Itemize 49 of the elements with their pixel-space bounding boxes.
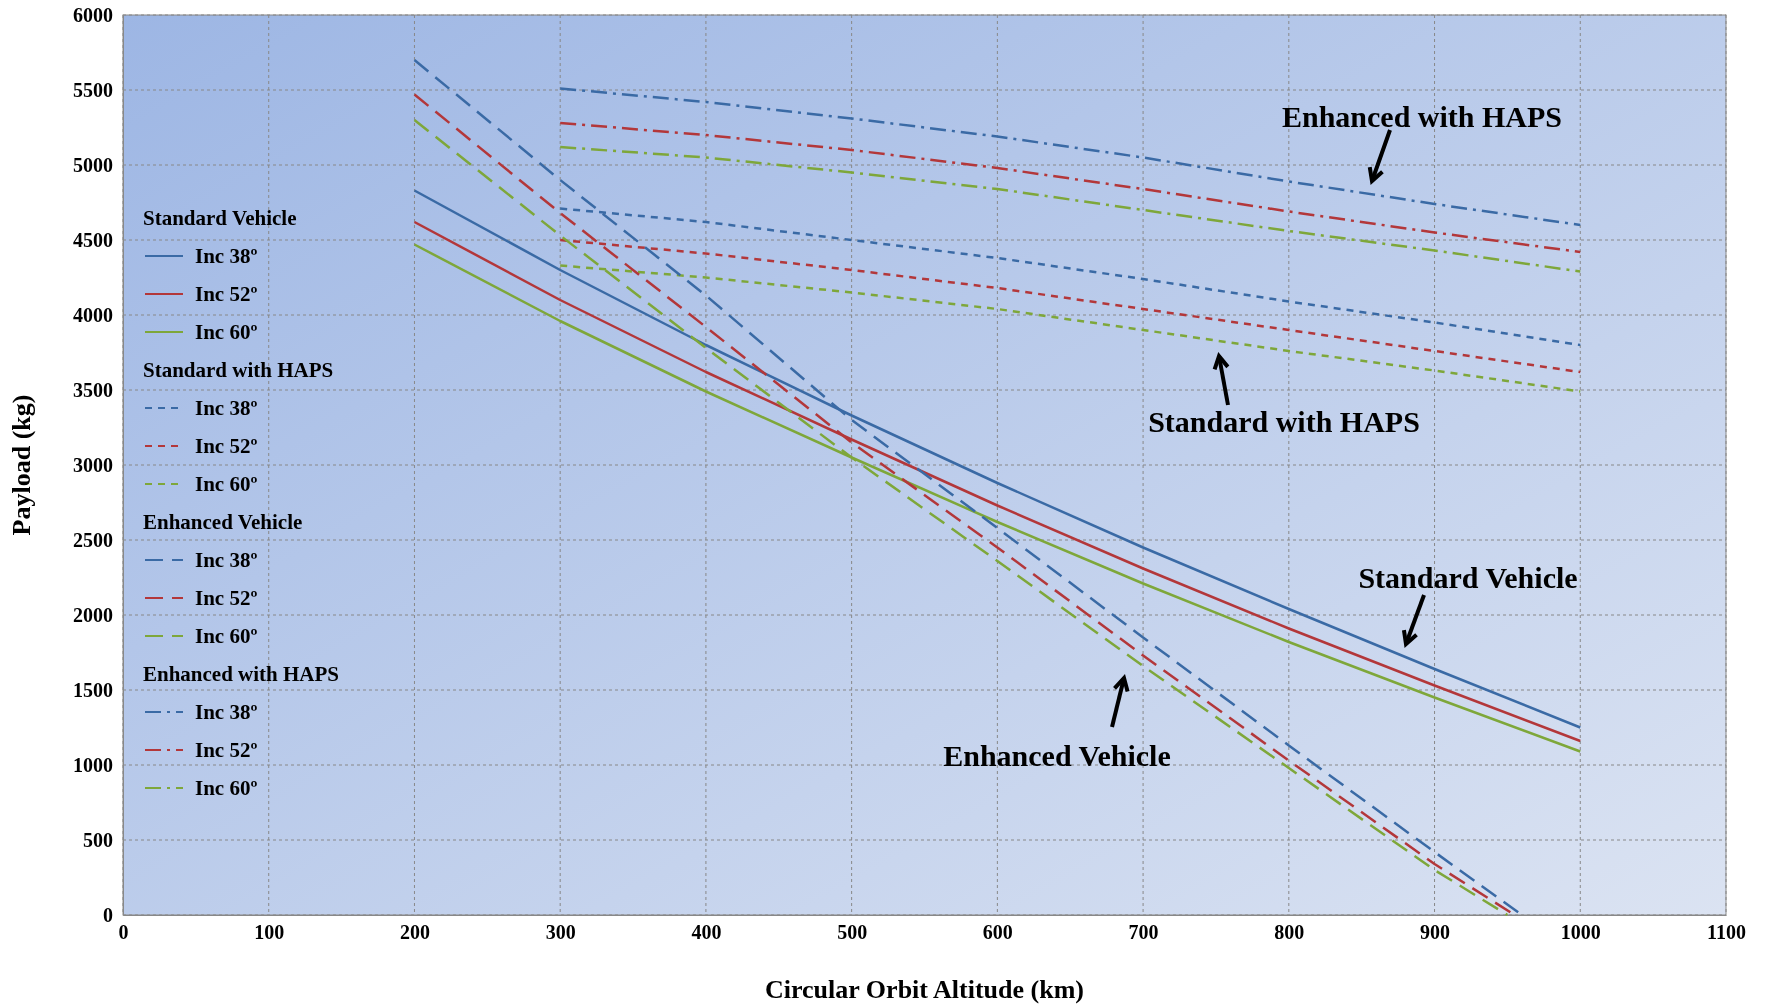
legend-label: Inc 60º xyxy=(195,776,258,800)
x-tick-label: 600 xyxy=(982,921,1013,944)
legend-label: Inc 52º xyxy=(195,282,258,306)
y-tick-label: 6000 xyxy=(73,3,113,26)
legend-label: Inc 60º xyxy=(195,320,258,344)
legend-label: Inc 38º xyxy=(195,396,258,420)
line-series xyxy=(558,145,1582,273)
x-tick-label: 0 xyxy=(118,921,129,944)
x-axis-title: Circular Orbit Altitude (km) xyxy=(765,975,1084,1004)
x-tick-label: 900 xyxy=(1420,921,1451,944)
y-tick-label: 1000 xyxy=(73,753,113,776)
y-tick-label: 500 xyxy=(83,828,113,851)
annotation: Standard Vehicle xyxy=(143,206,297,230)
annotation: Enhanced Vehicle xyxy=(143,510,303,534)
y-tick-label: 4500 xyxy=(73,228,113,251)
legend-label: Inc 60º xyxy=(195,624,258,648)
y-tick-label: 3000 xyxy=(73,453,113,476)
x-tick-label: 700 xyxy=(1128,921,1159,944)
y-tick-label: 5500 xyxy=(73,78,113,101)
annotation: Enhanced with HAPS xyxy=(1281,100,1563,133)
legend-label: Inc 52º xyxy=(195,586,258,610)
y-tick-label: 0 xyxy=(103,903,113,926)
legend-label: Inc 52º xyxy=(195,738,258,762)
legend-label: Inc 38º xyxy=(195,548,258,572)
legend-label: Inc 38º xyxy=(195,700,258,724)
line-series xyxy=(558,87,1582,227)
x-tick-label: 500 xyxy=(837,921,868,944)
y-tick-label: 4000 xyxy=(73,303,113,326)
y-tick-label: 5000 xyxy=(73,153,113,176)
x-tick-label: 400 xyxy=(691,921,722,944)
x-tick-label: 300 xyxy=(545,921,576,944)
legend-label: Inc 38º xyxy=(195,244,258,268)
legend-label: Inc 60º xyxy=(195,472,258,496)
legend-label: Inc 52º xyxy=(195,434,258,458)
annotation: Standard with HAPS xyxy=(1148,405,1420,438)
annotation: Enhanced Vehicle xyxy=(943,739,1171,772)
annotation: Standard with HAPS xyxy=(143,358,334,382)
annotation: Enhanced with HAPS xyxy=(143,662,340,686)
x-tick-label: 800 xyxy=(1274,921,1305,944)
y-tick-label: 2000 xyxy=(73,603,113,626)
y-tick-label: 3500 xyxy=(73,378,113,401)
y-tick-label: 1500 xyxy=(73,678,113,701)
x-tick-label: 200 xyxy=(399,921,430,944)
x-tick-label: 1000 xyxy=(1560,921,1601,944)
y-axis-title: Payload (kg) xyxy=(7,394,36,536)
x-tick-label: 100 xyxy=(254,921,285,944)
y-tick-label: 2500 xyxy=(73,528,113,551)
annotation: Standard Vehicle xyxy=(1358,561,1578,594)
x-tick-label: 1100 xyxy=(1707,921,1746,944)
